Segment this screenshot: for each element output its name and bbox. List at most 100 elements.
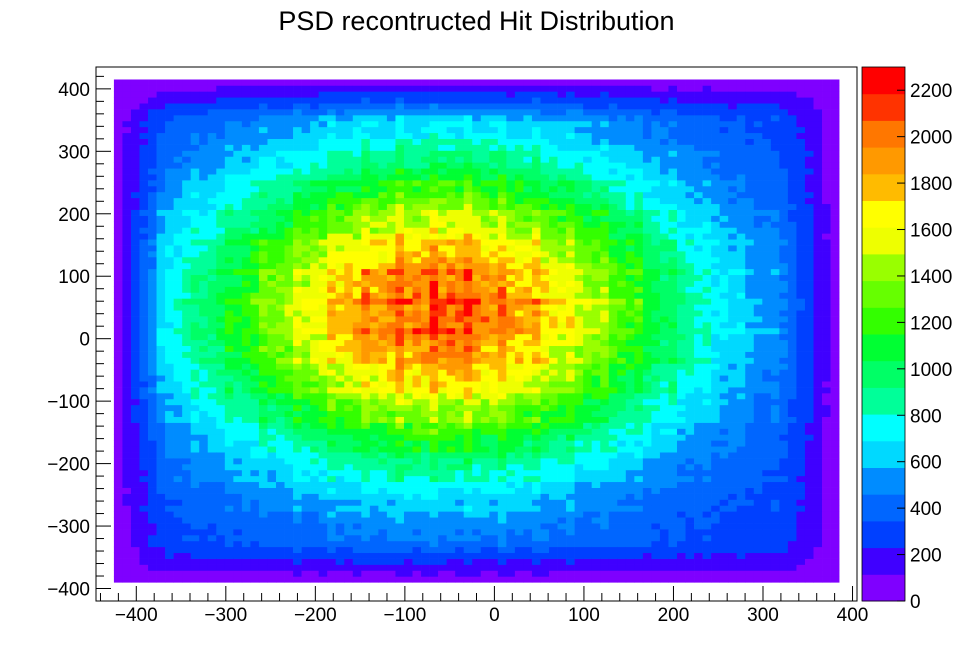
heatmap-cell: [472, 274, 482, 281]
heatmap-cell: [472, 262, 482, 270]
heatmap-cell: [276, 469, 285, 477]
heatmap-cell: [378, 345, 388, 352]
heatmap-cell: [531, 197, 541, 205]
heatmap-cell: [463, 351, 473, 358]
heatmap-cell: [224, 363, 234, 370]
heatmap-cell: [600, 481, 610, 488]
heatmap-cell: [182, 274, 192, 281]
heatmap-cell: [327, 185, 337, 193]
heatmap-cell: [514, 209, 524, 216]
heatmap-cell: [318, 103, 328, 110]
heatmap-cell: [472, 304, 482, 311]
heatmap-cell: [395, 162, 405, 169]
heatmap-cell: [395, 570, 405, 577]
heatmap-cell: [122, 576, 132, 583]
heatmap-cell: [207, 286, 217, 293]
heatmap-cell: [421, 576, 430, 583]
heatmap-cell: [207, 398, 217, 406]
heatmap-cell: [335, 499, 345, 506]
heatmap-cell: [250, 215, 260, 222]
heatmap-cell: [318, 558, 328, 565]
heatmap-cell: [130, 316, 140, 323]
heatmap-cell: [165, 446, 174, 453]
heatmap-cell: [369, 103, 379, 110]
heatmap-cell: [378, 162, 388, 169]
heatmap-cell: [182, 440, 192, 447]
heatmap-cell: [446, 298, 456, 305]
heatmap-cell: [310, 505, 320, 512]
heatmap-cell: [395, 357, 405, 364]
heatmap-cell: [523, 416, 533, 423]
heatmap-cell: [506, 138, 516, 145]
heatmap-cell: [199, 79, 209, 86]
heatmap-cell: [438, 322, 447, 329]
heatmap-cell: [429, 475, 439, 483]
heatmap-cell: [472, 369, 482, 376]
heatmap-cell: [403, 286, 413, 293]
heatmap-cell: [591, 215, 601, 222]
heatmap-cell: [301, 434, 311, 441]
heatmap-cell: [190, 440, 200, 447]
heatmap-cell: [472, 132, 482, 139]
heatmap-cell: [216, 280, 226, 287]
heatmap-cell: [258, 120, 268, 128]
heatmap-cell: [139, 304, 149, 311]
heatmap-cell: [574, 387, 584, 394]
heatmap-cell: [344, 156, 354, 163]
heatmap-cell: [472, 79, 482, 86]
heatmap-cell: [276, 114, 285, 122]
heatmap-cell: [412, 316, 422, 323]
heatmap-cell: [293, 345, 302, 352]
heatmap-cell: [463, 481, 473, 488]
heatmap-cell: [156, 458, 166, 465]
heatmap-cell: [173, 381, 183, 388]
heatmap-cell: [216, 534, 226, 542]
heatmap-cell: [293, 209, 302, 216]
heatmap-cell: [327, 523, 337, 530]
heatmap-cell: [403, 469, 413, 477]
heatmap-cell: [165, 310, 174, 317]
heatmap-cell: [514, 150, 524, 157]
heatmap-cell: [113, 529, 123, 536]
heatmap-cell: [412, 475, 422, 483]
heatmap-cell: [301, 144, 311, 151]
heatmap-cell: [369, 144, 379, 151]
heatmap-cell: [506, 351, 516, 358]
heatmap-cell: [455, 103, 465, 110]
heatmap-cell: [386, 481, 396, 488]
heatmap-cell: [301, 274, 311, 281]
heatmap-cell: [293, 91, 302, 98]
heatmap-cell: [506, 256, 516, 264]
heatmap-cell: [284, 233, 294, 240]
heatmap-cell: [250, 517, 260, 524]
heatmap-cell: [506, 150, 516, 157]
heatmap-cell: [113, 245, 123, 252]
heatmap-cell: [284, 558, 294, 565]
heatmap-cell: [591, 168, 601, 175]
heatmap-cell: [130, 120, 140, 128]
heatmap-cell: [403, 499, 413, 506]
heatmap-cell: [276, 233, 285, 240]
heatmap-cell: [335, 387, 345, 394]
heatmap-cell: [531, 126, 541, 134]
heatmap-cell: [139, 310, 149, 317]
heatmap-cell: [284, 381, 294, 388]
heatmap-cell: [327, 103, 337, 110]
heatmap-cell: [173, 416, 183, 423]
heatmap-cell: [293, 227, 302, 234]
heatmap-cell: [335, 469, 345, 477]
heatmap-cell: [122, 327, 132, 335]
heatmap-cell: [446, 239, 456, 246]
heatmap-cell: [113, 221, 123, 228]
heatmap-cell: [369, 251, 379, 258]
heatmap-cell: [412, 251, 422, 258]
heatmap-cell: [352, 109, 362, 116]
heatmap-cell: [421, 251, 430, 258]
heatmap-cell: [369, 517, 379, 524]
heatmap-cell: [497, 434, 507, 441]
heatmap-cell: [608, 416, 618, 423]
heatmap-cell: [566, 505, 575, 512]
heatmap-cell: [531, 493, 541, 500]
heatmap-cell: [514, 327, 524, 335]
heatmap-cell: [156, 221, 166, 228]
